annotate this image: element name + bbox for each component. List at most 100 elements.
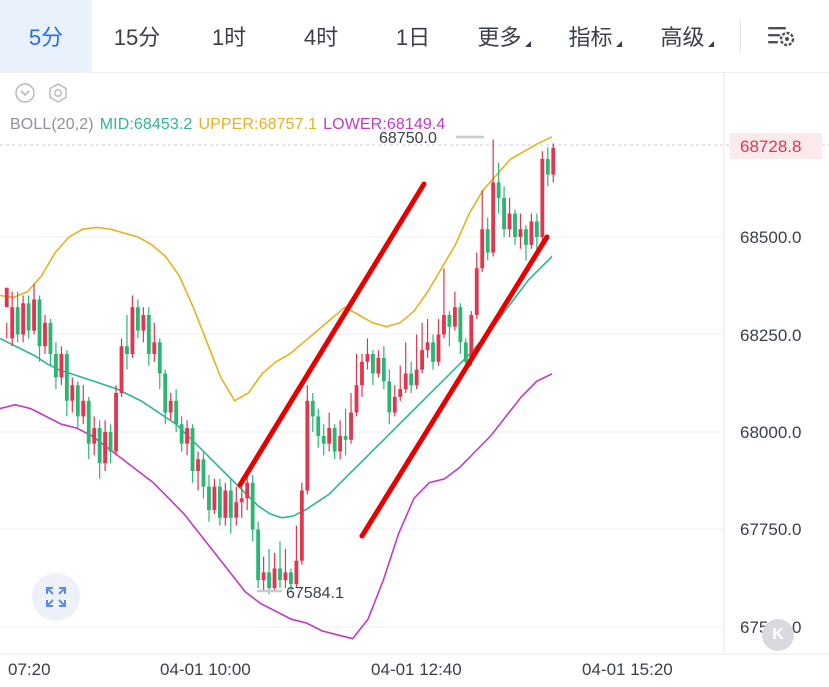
candle-body bbox=[86, 400, 91, 444]
candle-body bbox=[529, 221, 534, 245]
trend-line bbox=[359, 234, 550, 539]
candle-body bbox=[392, 396, 397, 413]
candle-body bbox=[92, 428, 97, 444]
indicator-settings-button[interactable] bbox=[47, 82, 69, 104]
candle-body bbox=[452, 307, 457, 327]
candle-body bbox=[64, 354, 69, 401]
tab-1hour[interactable]: 1时 bbox=[211, 25, 247, 50]
indicator-dropdown[interactable]: 指标 bbox=[552, 0, 638, 72]
boll-legend: BOLL(20,2) MID:68453.2 UPPER:68757.1 LOWER:… bbox=[10, 116, 451, 134]
interval-toolbar: 5分 15分 1时 4时 1日 更多 指标 高级 bbox=[0, 0, 829, 73]
fullscreen-button[interactable] bbox=[32, 573, 80, 621]
candle-body bbox=[425, 342, 430, 351]
candle-body bbox=[409, 373, 414, 386]
candle-body bbox=[32, 299, 36, 331]
candle-body bbox=[185, 428, 190, 444]
candle-body bbox=[250, 482, 255, 530]
candle-body bbox=[130, 307, 135, 354]
candle-body bbox=[261, 572, 266, 581]
tab-15min[interactable]: 15分 bbox=[113, 25, 161, 50]
candle-body bbox=[513, 213, 517, 237]
chart-settings-icon bbox=[768, 27, 795, 47]
candle-body bbox=[26, 303, 31, 331]
price-tick: 68000.0 bbox=[740, 423, 801, 442]
candle-body bbox=[256, 529, 261, 581]
candle-body bbox=[70, 385, 75, 401]
candle-body bbox=[108, 432, 113, 452]
candle-body bbox=[376, 357, 381, 374]
candle-body bbox=[278, 568, 282, 581]
candle-body bbox=[491, 182, 496, 253]
candle-body bbox=[283, 572, 288, 581]
candle-body bbox=[507, 213, 512, 230]
candle-body bbox=[234, 502, 239, 518]
tab-5min[interactable]: 5分 bbox=[0, 0, 92, 72]
candle-body bbox=[10, 307, 15, 339]
candle-body bbox=[228, 490, 233, 518]
candle-body bbox=[524, 229, 528, 245]
watermark-logo: K bbox=[762, 619, 794, 651]
candle-body bbox=[201, 459, 206, 487]
time-axis: 07:20 04-01 10:00 04-01 12:40 04-01 15:2… bbox=[8, 660, 673, 679]
candle-body bbox=[540, 159, 545, 237]
bollinger-bands bbox=[0, 136, 553, 640]
candle-body bbox=[152, 342, 157, 354]
expand-icon bbox=[46, 587, 66, 607]
candle-body bbox=[420, 350, 425, 370]
caret-icon bbox=[524, 41, 531, 47]
tab-1day[interactable]: 1日 bbox=[395, 25, 431, 50]
candle-body bbox=[545, 159, 550, 175]
chart-settings-button[interactable] bbox=[760, 18, 800, 54]
candle-body bbox=[163, 373, 168, 413]
price-tick: 68500.0 bbox=[740, 228, 801, 247]
candle-body bbox=[37, 299, 42, 347]
candle-body bbox=[4, 287, 9, 308]
candle-body bbox=[190, 428, 195, 471]
time-label: 04-01 10:00 bbox=[160, 660, 251, 679]
more-dropdown[interactable]: 更多 bbox=[460, 0, 548, 72]
candle-body bbox=[174, 400, 179, 425]
candle-body bbox=[354, 385, 359, 413]
collapse-button[interactable] bbox=[14, 82, 36, 104]
boll-upper-line bbox=[0, 136, 553, 402]
candle-body bbox=[332, 428, 337, 452]
candle-body bbox=[103, 432, 108, 464]
kline-chart[interactable]: 68750.0 67584.1 68728.8 68500.0 68250.0 … bbox=[0, 72, 829, 687]
candle-body bbox=[442, 315, 446, 335]
candle-body bbox=[414, 369, 419, 386]
advanced-dropdown[interactable]: 高级 bbox=[644, 0, 730, 72]
candle-body bbox=[97, 428, 102, 464]
high-marker-label: 68750.0 bbox=[379, 130, 437, 147]
candle-body bbox=[157, 342, 162, 374]
candle-body bbox=[310, 400, 315, 417]
candle-body bbox=[168, 400, 173, 413]
price-tick: 68250.0 bbox=[740, 326, 801, 345]
boll-mid-line bbox=[0, 255, 553, 519]
gear-icon bbox=[49, 83, 67, 103]
candle-body bbox=[370, 354, 375, 374]
candle-body bbox=[469, 315, 474, 362]
candle-body bbox=[534, 221, 539, 237]
boll-mid: MID:68453.2 bbox=[99, 116, 193, 133]
caret-icon bbox=[707, 41, 714, 47]
candle-body bbox=[403, 373, 408, 390]
candle-body bbox=[305, 400, 310, 491]
candle-body bbox=[207, 486, 211, 510]
current-price-label: 68728.8 bbox=[740, 137, 801, 156]
candle-body bbox=[289, 572, 293, 585]
advanced-label: 高级 bbox=[660, 25, 705, 50]
candle-body bbox=[349, 412, 353, 440]
price-tick: 67750.0 bbox=[740, 520, 801, 539]
candle-body bbox=[43, 322, 47, 347]
candle-body bbox=[179, 424, 184, 444]
candle-body bbox=[381, 357, 386, 382]
candle-body bbox=[125, 346, 129, 354]
candle-body bbox=[343, 435, 348, 440]
candle-body bbox=[321, 435, 326, 444]
candle-body bbox=[196, 459, 200, 471]
candle-body bbox=[48, 322, 53, 354]
candle-body bbox=[502, 198, 506, 230]
candle-body bbox=[245, 482, 250, 499]
tab-4hour[interactable]: 4时 bbox=[303, 25, 339, 50]
candle-body bbox=[485, 229, 490, 253]
